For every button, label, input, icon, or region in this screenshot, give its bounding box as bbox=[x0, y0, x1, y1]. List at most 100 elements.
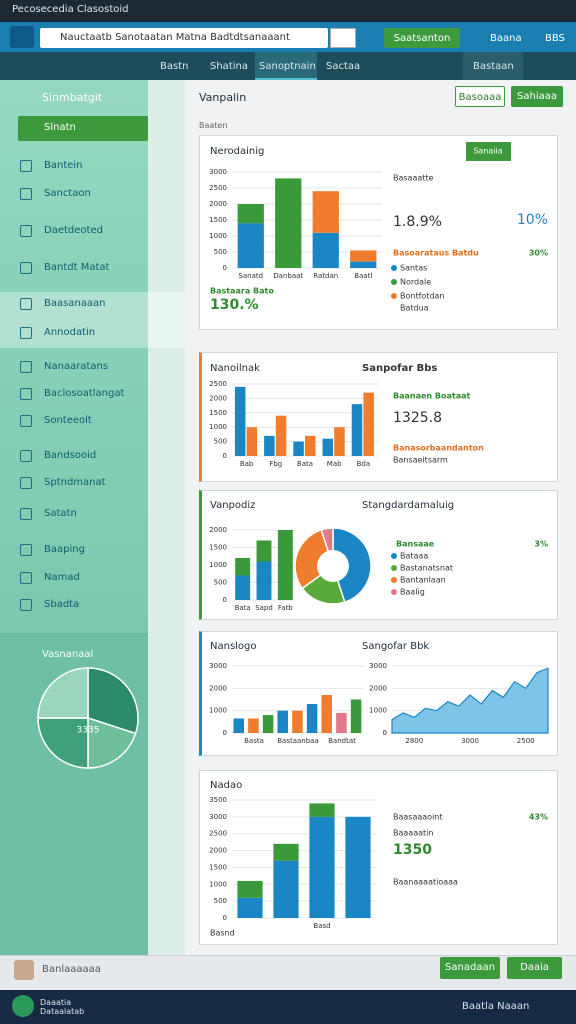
panel-text: Sanpofar Bbs bbox=[362, 363, 437, 374]
tab[interactable]: Sactaa bbox=[326, 61, 361, 72]
y-tick-label: 2500 bbox=[209, 830, 227, 838]
chart-title: Vanpodiz bbox=[210, 500, 255, 511]
sidebar-item[interactable]: Namad bbox=[44, 572, 80, 583]
y-tick-label: 1500 bbox=[209, 863, 227, 871]
footer-button[interactable]: Daaia bbox=[507, 957, 562, 979]
chart-title: Stangdardamaluig bbox=[362, 500, 454, 511]
panel-text: Bansaeitsarm bbox=[393, 456, 448, 465]
badge[interactable]: BBS bbox=[545, 33, 565, 44]
bar bbox=[256, 540, 272, 562]
bar bbox=[312, 191, 339, 233]
taskbar-account[interactable]: Baatla Naaan bbox=[462, 1001, 530, 1012]
legend-label: Bontfotdan bbox=[400, 292, 445, 301]
window-title: Pecosecedia Clasostoid bbox=[12, 4, 129, 15]
chart-title: Sangofar Bbk bbox=[362, 641, 429, 652]
x-tick-label: Fatb bbox=[278, 604, 293, 612]
y-tick-label: 500 bbox=[214, 248, 227, 256]
y-tick-label: 0 bbox=[383, 729, 387, 737]
legend-label: Nordale bbox=[400, 278, 431, 287]
panel-text: 1325.8 bbox=[393, 410, 442, 426]
sidebar-item[interactable]: Satatn bbox=[44, 508, 77, 519]
sidebar-item[interactable]: Baaping bbox=[44, 544, 85, 555]
sidebar-item[interactable]: Annodatin bbox=[44, 327, 96, 338]
bar bbox=[334, 427, 345, 456]
y-tick-label: 0 bbox=[223, 264, 227, 272]
sidebar-item[interactable]: Sbadta bbox=[44, 599, 80, 610]
sidebar-item[interactable]: Nanaaratans bbox=[44, 361, 109, 372]
footer-button[interactable]: Sanadaan bbox=[440, 957, 500, 979]
chart-title: Nadao bbox=[210, 780, 242, 791]
bar bbox=[293, 441, 304, 456]
active-tab-bg bbox=[255, 52, 317, 80]
x-tick-label: 3000 bbox=[461, 737, 479, 745]
sidebar-icon bbox=[20, 188, 32, 200]
legend-swatch bbox=[391, 293, 397, 299]
toolbar-action[interactable]: Saatsanton bbox=[384, 28, 460, 48]
avatar bbox=[14, 960, 34, 980]
tab-right[interactable]: Bastaan bbox=[463, 52, 523, 80]
bar bbox=[321, 695, 333, 733]
y-tick-label: 1000 bbox=[209, 707, 227, 715]
panel-text: Baanaaaatioaaa bbox=[393, 878, 458, 887]
sidebar-active[interactable]: Slnatn bbox=[18, 116, 148, 141]
search-box[interactable]: Nauctaatb Sanotaatan Matna Badtdtsanaaan… bbox=[40, 28, 328, 48]
sidebar-item[interactable]: Bandsooid bbox=[44, 450, 97, 461]
panel-text: 3% bbox=[534, 540, 548, 549]
sidebar-item[interactable]: Baclosoatlangat bbox=[44, 388, 125, 399]
y-tick-label: 1500 bbox=[209, 544, 227, 552]
legend-label: Baalig bbox=[400, 588, 425, 597]
user-label[interactable]: Baana bbox=[490, 33, 522, 44]
bar bbox=[235, 558, 251, 576]
y-tick-label: 0 bbox=[223, 729, 227, 737]
tab[interactable]: Sanoptnain bbox=[259, 61, 316, 72]
page-button[interactable]: Sahiaaa bbox=[511, 86, 563, 107]
sidebar-item[interactable]: Baasanaaan bbox=[44, 298, 106, 309]
x-tick-label: Bastaanbaa bbox=[277, 737, 319, 745]
pie-slice bbox=[87, 667, 139, 735]
legend-swatch bbox=[391, 589, 397, 595]
tab[interactable]: Shatina bbox=[210, 61, 248, 72]
panel-text: 1350 bbox=[393, 842, 432, 858]
sidebar-item[interactable]: Sanctaon bbox=[44, 188, 91, 199]
panel-button[interactable] bbox=[466, 142, 511, 161]
sidebar-item[interactable]: Daetdeoted bbox=[44, 225, 103, 236]
search-button[interactable] bbox=[330, 28, 356, 48]
bar bbox=[237, 223, 264, 268]
sidebar-item[interactable]: Sonteeolt bbox=[44, 415, 92, 426]
page-button[interactable]: Basoaaa bbox=[455, 86, 505, 107]
bar bbox=[256, 561, 272, 600]
donut-hole bbox=[317, 550, 349, 582]
y-tick-label: 1000 bbox=[369, 707, 387, 715]
bar bbox=[306, 703, 318, 733]
sidebar-item[interactable]: Sptndmanat bbox=[44, 477, 106, 488]
x-tick-label: Sapd bbox=[255, 604, 273, 612]
bar bbox=[233, 718, 245, 733]
bar bbox=[277, 710, 289, 733]
panel-text: Banasorbaandanton bbox=[393, 444, 484, 453]
legend-label: Bastanatsnat bbox=[400, 564, 453, 573]
x-tick-label: Bandtat bbox=[328, 737, 356, 745]
chart-title: Nanoilnak bbox=[210, 363, 260, 374]
panel-text: Bastaara Bato bbox=[210, 287, 274, 296]
bar bbox=[234, 386, 246, 456]
app-logo bbox=[10, 26, 34, 48]
legend-swatch bbox=[391, 279, 397, 285]
bar bbox=[237, 204, 264, 224]
bar bbox=[322, 438, 334, 456]
y-tick-label: 2000 bbox=[369, 684, 387, 692]
chart-title: Nerodainig bbox=[210, 146, 264, 157]
tab[interactable]: Bastn bbox=[160, 61, 189, 72]
sidebar-item[interactable]: Bantein bbox=[44, 160, 83, 171]
bar bbox=[262, 715, 274, 733]
bar bbox=[351, 404, 363, 456]
panel bbox=[199, 352, 558, 482]
sidebar-icon bbox=[20, 415, 32, 427]
panel-text: 43% bbox=[529, 813, 548, 822]
bar bbox=[350, 261, 377, 268]
legend-label: Bataaa bbox=[400, 552, 428, 561]
sidebar-item[interactable]: Bantdt Matat bbox=[44, 262, 110, 273]
pie-slice bbox=[37, 667, 89, 719]
bar bbox=[237, 880, 263, 898]
y-tick-label: 1000 bbox=[209, 880, 227, 888]
